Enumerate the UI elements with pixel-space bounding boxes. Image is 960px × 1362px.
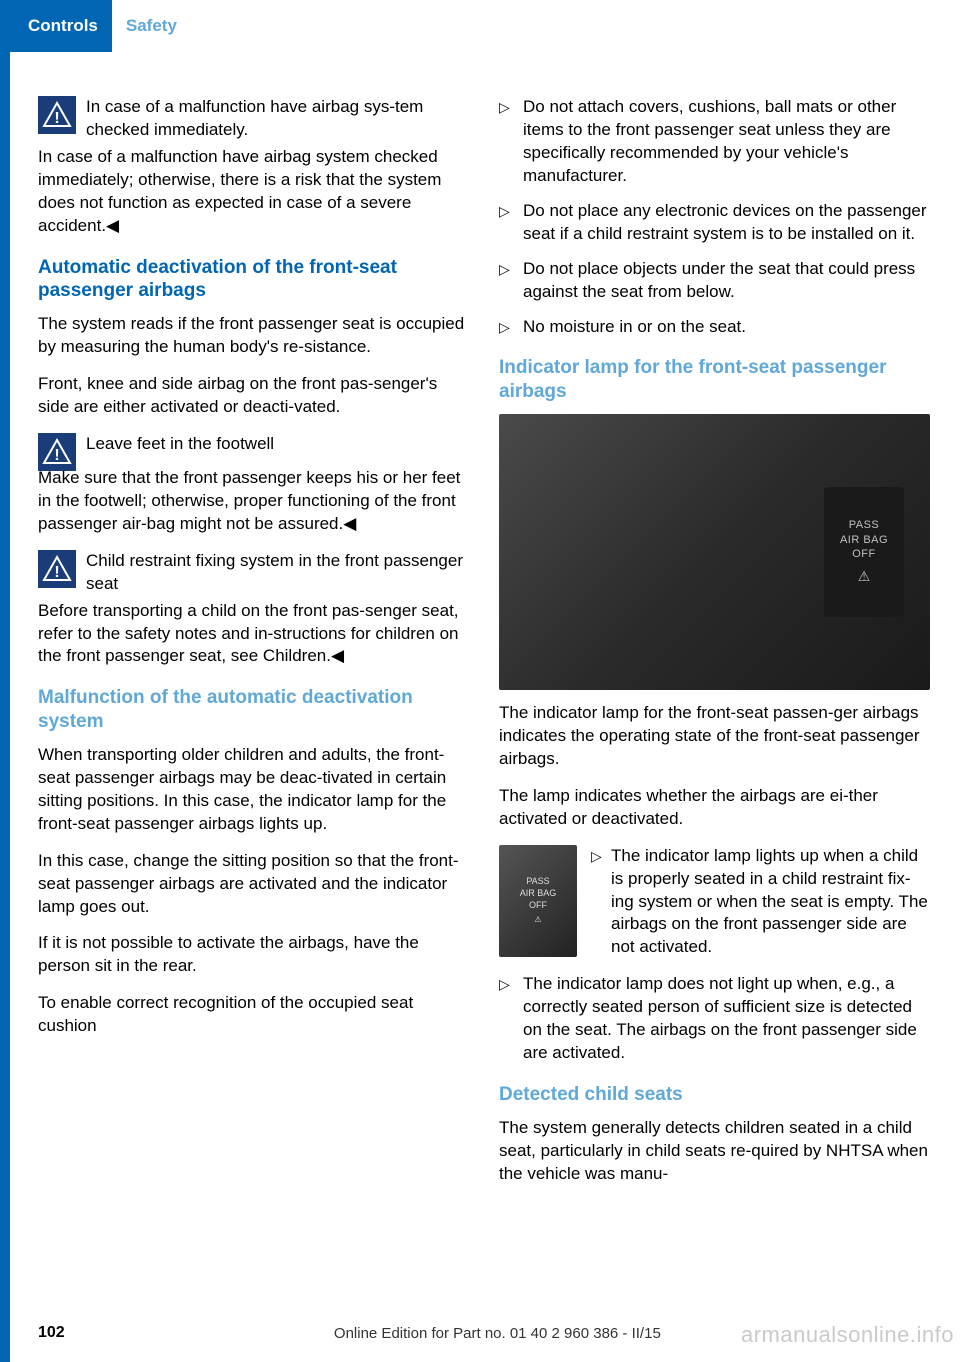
bullet-text: No moisture in or on the seat.	[523, 316, 930, 339]
body-text: The system reads if the front passenger …	[38, 313, 469, 359]
indicator-row: PASSAIR BAGOFF ⚠ ▷ The indicator lamp li…	[499, 845, 930, 960]
bullet-text: Do not place objects under the seat that…	[523, 258, 930, 304]
body-text: If it is not possible to activate the ai…	[38, 932, 469, 978]
list-item: ▷ Do not place objects under the seat th…	[499, 258, 930, 304]
bullet-text: Do not attach covers, cushions, ball mat…	[523, 96, 930, 188]
content-area: ! In case of a malfunction have airbag s…	[0, 52, 960, 1200]
header-section: Safety	[112, 0, 177, 52]
warning-box: ! Child restraint fixing system in the f…	[38, 550, 469, 596]
list-item: ▷ The indicator lamp does not light up w…	[499, 973, 930, 1065]
heading-indicator-lamp: Indicator lamp for the front-seat passen…	[499, 356, 930, 404]
right-column: ▷ Do not attach covers, cushions, ball m…	[499, 96, 930, 1200]
warning-title: Leave feet in the footwell	[86, 434, 274, 453]
heading-auto-deactivation: Automatic deactivation of the front-seat…	[38, 256, 469, 304]
body-text: Make sure that the front passenger keeps…	[38, 467, 469, 536]
heading-detected-child-seats: Detected child seats	[499, 1083, 930, 1107]
list-item: ▷ No moisture in or on the seat.	[499, 316, 930, 339]
pass-airbag-off-icon: PASSAIR BAGOFF ⚠	[499, 845, 577, 957]
pass-airbag-off-label: PASSAIR BAGOFF ⚠	[824, 487, 904, 617]
body-text: The indicator lamp for the front-seat pa…	[499, 702, 930, 771]
svg-text:!: !	[54, 447, 59, 464]
page-header: Controls Safety	[0, 0, 960, 52]
bullet-text: The indicator lamp does not light up whe…	[523, 973, 930, 1065]
bullet-icon: ▷	[499, 200, 523, 246]
bullet-icon: ▷	[499, 973, 523, 1065]
watermark: armanualsonline.info	[741, 1322, 954, 1348]
body-text: The system generally detects children se…	[499, 1117, 930, 1186]
indicator-text: The indicator lamp lights up when a chil…	[611, 845, 930, 960]
bullet-icon: ▷	[499, 96, 523, 188]
warning-text: In case of a malfunction have airbag sys…	[86, 96, 469, 142]
header-tab: Controls	[0, 0, 112, 52]
warning-text: Leave feet in the footwell	[86, 433, 469, 456]
body-text: Before transporting a child on the front…	[38, 600, 469, 669]
svg-text:!: !	[54, 110, 59, 127]
page-number: 102	[38, 1324, 65, 1342]
body-text: When transporting older children and adu…	[38, 744, 469, 836]
warning-icon: !	[38, 96, 76, 134]
warning-icon: !	[38, 550, 76, 588]
body-text: The lamp indicates whether the airbags a…	[499, 785, 930, 831]
body-text: To enable correct recognition of the occ…	[38, 992, 469, 1038]
left-column: ! In case of a malfunction have airbag s…	[38, 96, 469, 1200]
dashboard-image: PASSAIR BAGOFF ⚠	[499, 414, 930, 690]
warning-icon: !	[38, 433, 76, 471]
bullet-text: Do not place any electronic devices on t…	[523, 200, 930, 246]
list-item: ▷ Do not place any electronic devices on…	[499, 200, 930, 246]
bullet-icon: ▷	[499, 258, 523, 304]
warning-box: ! Leave feet in the footwell	[38, 433, 469, 471]
heading-malfunction: Malfunction of the automatic deactivatio…	[38, 686, 469, 734]
svg-text:!: !	[54, 564, 59, 581]
body-text: In case of a malfunction have airbag sys…	[38, 146, 469, 238]
warning-text: Child restraint fixing system in the fro…	[86, 550, 469, 596]
bullet-icon: ▷	[499, 316, 523, 339]
left-stripe	[0, 52, 10, 1362]
bullet-icon: ▷	[591, 845, 611, 866]
body-text: Front, knee and side airbag on the front…	[38, 373, 469, 419]
list-item: ▷ Do not attach covers, cushions, ball m…	[499, 96, 930, 188]
warning-box: ! In case of a malfunction have airbag s…	[38, 96, 469, 142]
body-text: In this case, change the sitting positio…	[38, 850, 469, 919]
